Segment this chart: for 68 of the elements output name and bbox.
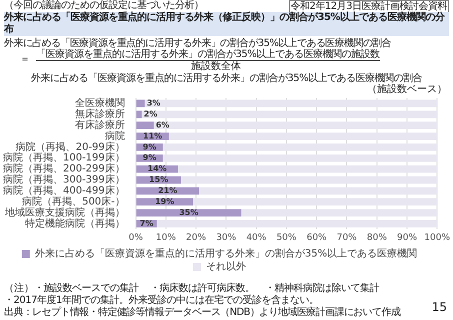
text: 令和2年12月3日医療計画検討会資料	[288, 0, 449, 13]
data-label: 7%	[140, 218, 154, 228]
data-label: 3%	[146, 98, 160, 108]
x-tick-label: 100%	[424, 232, 450, 243]
chart-subtitle: 外来に占める「医療資源を重点的に活用する外来」の割合が35%以上である医療機関の割合	[30, 73, 424, 84]
text: ・精神科病院は除いて集計	[265, 283, 379, 294]
y-tick-label: 病院（再掲、400-499床）	[2, 184, 125, 197]
x-tick-label: 40%	[246, 232, 267, 243]
bar	[162, 144, 438, 151]
y-tick-label: 地域医療支援病院（再掲）	[4, 206, 125, 218]
bar	[180, 176, 438, 184]
y-tick-label: 有床診療所	[74, 118, 125, 131]
x-tick-label: 80%	[366, 232, 388, 243]
x-tick-label: 70%	[336, 232, 358, 243]
y-tick-label: 病院	[104, 130, 125, 142]
x-tick-label: 60%	[306, 232, 328, 243]
bar	[136, 110, 142, 118]
y-tick-label: 病院（再掲、300-399床）	[2, 174, 125, 186]
data-label: 6%	[156, 120, 170, 130]
y-tick-label: 全医療機関	[74, 97, 125, 110]
bar	[241, 209, 438, 216]
text: 外来に占める「医療資源を重点的に活用する外来」の割合が35%以上である医療機関の割合	[4, 38, 392, 49]
bar	[144, 100, 438, 108]
text: （施設数ベース）	[367, 84, 447, 95]
x-tick-label: 30%	[216, 232, 237, 243]
x-tick-label: 0%	[128, 232, 144, 243]
data-label: 14%	[148, 164, 167, 174]
text: 施設数全体	[190, 61, 242, 72]
bar	[162, 154, 438, 162]
legend-label: 外来に占める「医療資源を重点的に活用する外来」の割合が35%以上である医療機関	[34, 248, 418, 260]
chart-title: 外来に占める「医療資源を重点的に活用する外来（修正反映）」の割合が35%以上である医療機関の分布	[4, 12, 449, 36]
bar	[193, 198, 438, 206]
text: （注）	[4, 283, 34, 294]
bar	[178, 165, 438, 173]
source-note: 出典：レセプト情報・特定健診等情報データベース（NDB）より地域医療計画課において作成	[4, 307, 400, 318]
y-tick-label: 病院（再掲、200-299床）	[2, 162, 125, 175]
data-label: 9%	[142, 153, 156, 162]
bar	[154, 122, 438, 130]
text: 15	[432, 300, 447, 314]
bar	[136, 100, 145, 108]
text: ・施設数ベースでの集計	[34, 283, 138, 294]
y-tick-label: 病院（再掲、20-99床）	[16, 140, 125, 153]
text: ＝	[20, 54, 30, 65]
data-label: 2%	[144, 109, 158, 118]
text: ・病床数は許可病床数。	[150, 283, 254, 294]
data-label: 11%	[143, 131, 162, 140]
data-label: 21%	[158, 186, 178, 196]
bar	[136, 122, 154, 130]
bar	[168, 132, 438, 140]
y-tick-label: 特定機能病院（再掲）	[24, 217, 125, 230]
x-tick-label: 50%	[276, 232, 297, 243]
y-tick-label: 病院（再掲、500床-）	[22, 195, 125, 208]
x-tick-label: 10%	[156, 232, 176, 243]
bar	[136, 209, 242, 216]
text: 「医療資源を重点的に活用する外来」の割合が35%以上である医療機関の施設数	[36, 49, 380, 61]
x-tick-label: 90%	[396, 232, 418, 243]
data-label: 35%	[179, 208, 198, 217]
data-label: 19%	[155, 196, 174, 206]
x-tick-label: 20%	[186, 232, 206, 243]
legend-label: それ以外	[206, 260, 246, 273]
bar	[199, 187, 438, 195]
data-label: 15%	[149, 175, 168, 184]
y-tick-label: 無床診療所	[74, 108, 125, 120]
data-label: 9%	[142, 142, 156, 152]
bar	[142, 110, 438, 118]
text: ・2017年度1年間での集計。外来受診の中には在宅での受診を含まない。	[4, 295, 318, 306]
y-tick-label: 病院（再掲、100-199床）	[2, 152, 125, 164]
bar	[156, 220, 438, 228]
